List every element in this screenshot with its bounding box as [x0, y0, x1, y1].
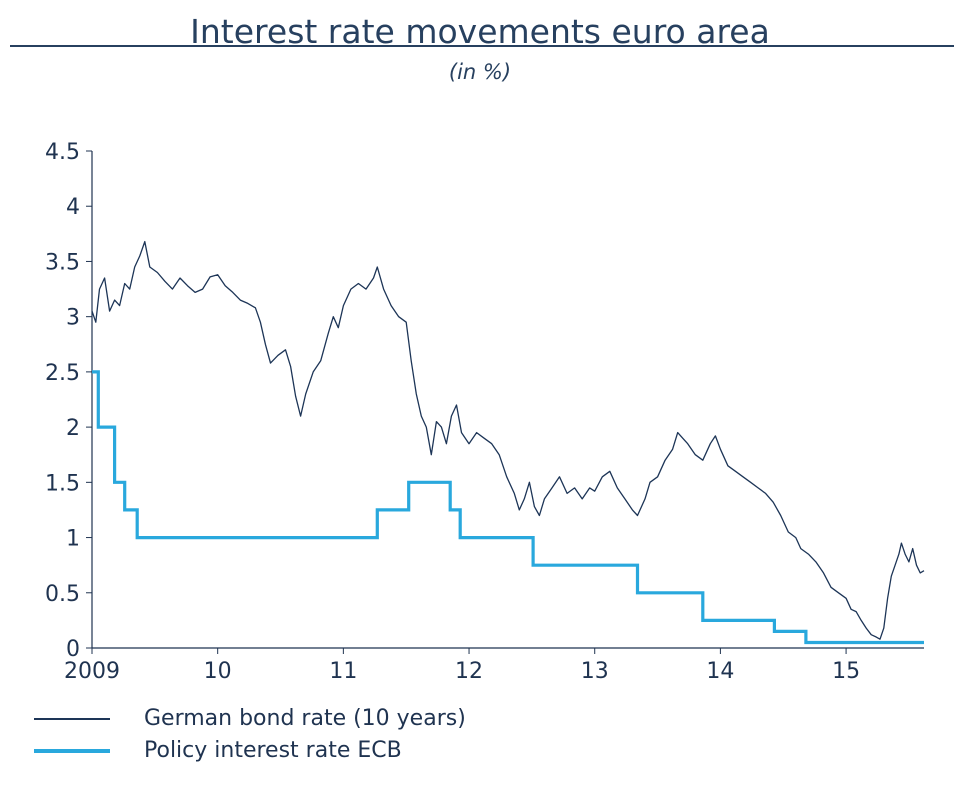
legend-label-ecb-rate: Policy interest rate ECB [144, 738, 402, 763]
series-line-german-bond-rate [91, 240, 925, 640]
y-tick-label: 3.5 [45, 250, 80, 275]
y-tick-label: 4.5 [45, 140, 80, 165]
title-divider [10, 45, 954, 47]
y-tick-label: 0.5 [45, 582, 80, 607]
series-layer [91, 240, 925, 645]
x-axis-ticks: 2009 10 11 12 13 14 15 [64, 648, 860, 684]
x-tick-label: 11 [329, 659, 357, 684]
legend-item-german-bond: German bond rate (10 years) [34, 706, 466, 731]
y-tick-label: 1 [66, 527, 80, 552]
chart-subtitle: (in %) [448, 60, 512, 84]
legend-swatch-ecb-rate [34, 749, 110, 753]
x-tick-label: 12 [455, 659, 483, 684]
y-tick-label: 2.5 [45, 361, 80, 386]
x-tick-label: 13 [581, 659, 609, 684]
y-tick-label: 2 [66, 416, 80, 441]
chart-title: Interest rate movements euro area [190, 12, 770, 51]
legend-item-ecb-rate: Policy interest rate ECB [34, 738, 402, 763]
y-tick-label: 1.5 [45, 471, 80, 496]
y-tick-label: 3 [66, 306, 80, 331]
x-tick-label: 10 [204, 659, 232, 684]
y-tick-label: 4 [66, 195, 80, 220]
x-tick-label: 15 [832, 659, 860, 684]
y-axis-ticks: 0 0.5 1 1.5 2 2.5 3 3.5 4 4.5 [45, 140, 92, 662]
chart-axes [91, 151, 924, 649]
series-line-ecb-policy-rate [92, 370, 924, 645]
line-chart: 0 0.5 1 1.5 2 2.5 3 3.5 4 4.5 2009 10 11 12 13 14 15 [45, 140, 925, 684]
x-tick-label: 14 [706, 659, 734, 684]
legend-label-german-bond: German bond rate (10 years) [144, 706, 466, 731]
legend-swatch-german-bond [34, 718, 110, 720]
y-tick-label: 0 [66, 637, 80, 662]
x-tick-label: 2009 [64, 659, 120, 684]
